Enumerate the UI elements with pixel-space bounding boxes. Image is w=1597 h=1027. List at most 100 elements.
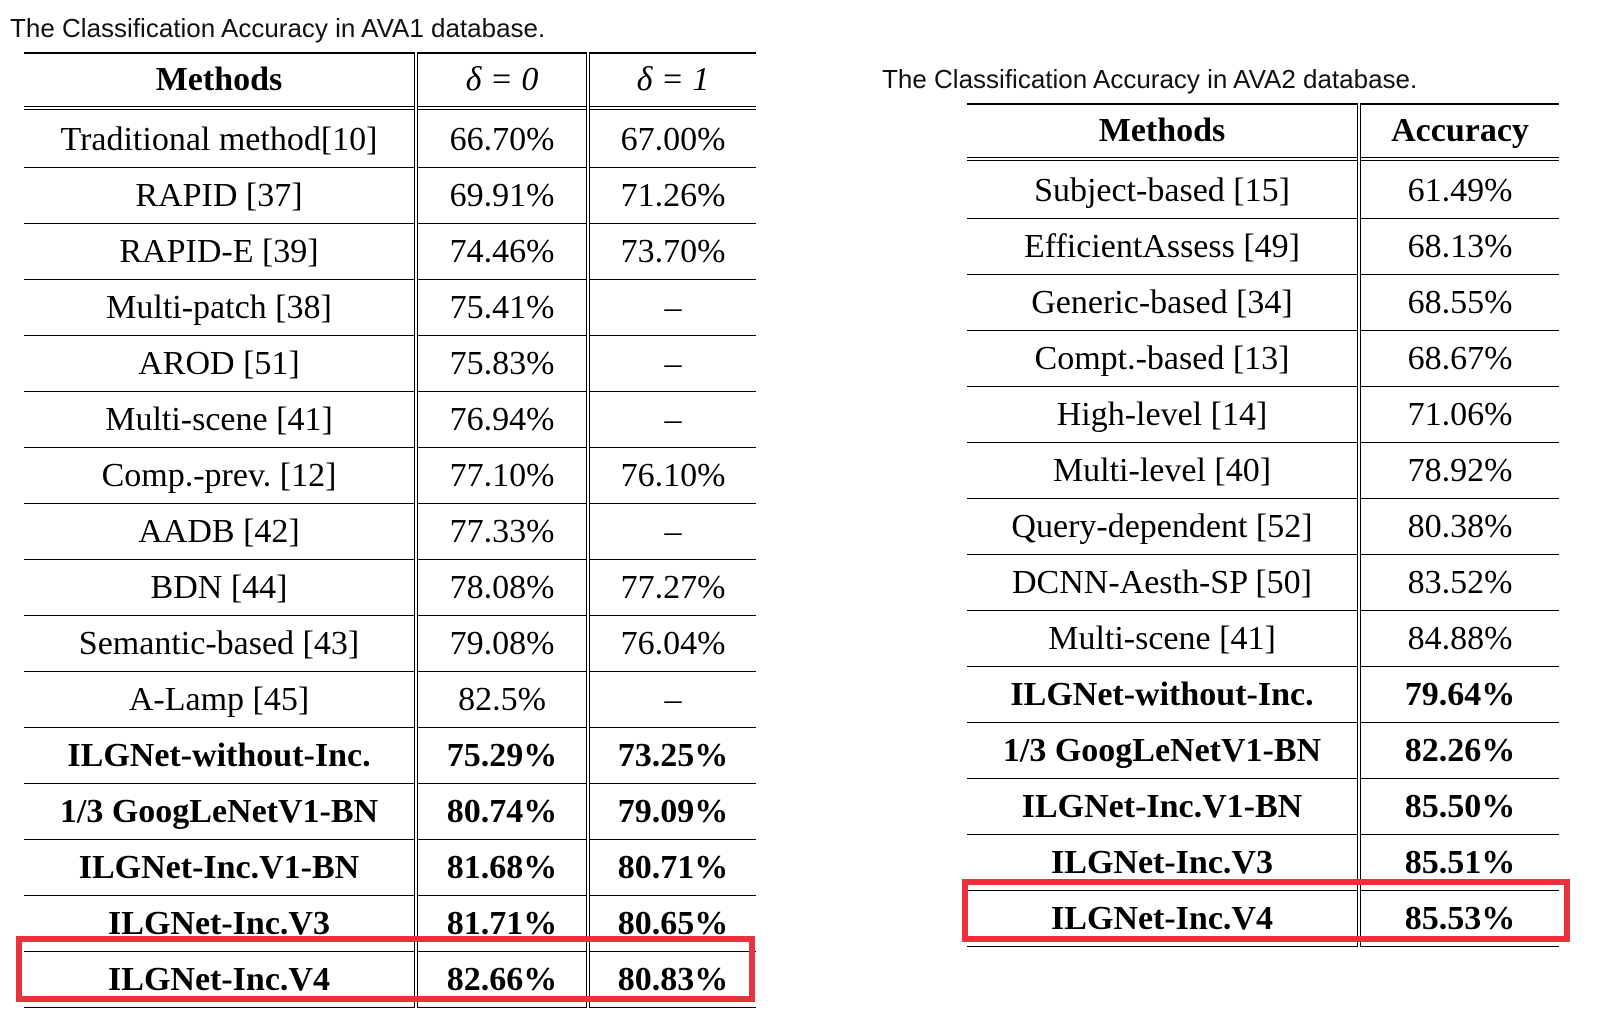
delta0-cell: 75.83% bbox=[416, 335, 590, 392]
table-row: AROD [51] 75.83% – bbox=[24, 335, 756, 392]
delta0-cell: 80.74% bbox=[416, 783, 590, 840]
method-cell: DCNN-Aesth-SP [50] bbox=[967, 554, 1361, 611]
delta0-cell: 66.70% bbox=[416, 106, 590, 168]
method-cell: Compt.-based [13] bbox=[967, 330, 1361, 387]
method-cell: ILGNet-Inc.V3 bbox=[24, 895, 418, 952]
table2-header-row: Methods Accuracy bbox=[967, 103, 1559, 159]
header-delta-0: δ = 0 bbox=[416, 52, 590, 108]
table-row: ILGNet-Inc.V1-BN 85.50% bbox=[967, 778, 1559, 835]
table-row: Multi-scene [41] 84.88% bbox=[967, 610, 1559, 667]
delta0-cell: 81.71% bbox=[416, 895, 590, 952]
table-row: Multi-scene [41] 76.94% – bbox=[24, 391, 756, 448]
table-row: RAPID-E [39] 74.46% 73.70% bbox=[24, 223, 756, 280]
ava2-accuracy-table: Methods Accuracy Subject-based [15] 61.49… bbox=[967, 103, 1559, 947]
table-row: ILGNet-Inc.V1-BN 81.68% 80.71% bbox=[24, 839, 756, 896]
method-cell: Traditional method[10] bbox=[24, 106, 418, 168]
delta1-cell: 80.71% bbox=[588, 839, 756, 896]
delta1-cell: – bbox=[588, 391, 756, 448]
delta1-cell: 67.00% bbox=[588, 106, 756, 168]
accuracy-cell: 61.49% bbox=[1359, 157, 1559, 219]
delta0-cell: 79.08% bbox=[416, 615, 590, 672]
table-row: Compt.-based [13] 68.67% bbox=[967, 330, 1559, 387]
delta0-cell: 78.08% bbox=[416, 559, 590, 616]
header-methods: Methods bbox=[967, 103, 1361, 159]
method-cell: Subject-based [15] bbox=[967, 157, 1361, 219]
delta1-cell: 71.26% bbox=[588, 167, 756, 224]
table-row: Multi-patch [38] 75.41% – bbox=[24, 279, 756, 336]
delta1-cell: – bbox=[588, 335, 756, 392]
accuracy-cell: 83.52% bbox=[1359, 554, 1559, 611]
accuracy-cell: 68.13% bbox=[1359, 218, 1559, 275]
accuracy-cell: 68.55% bbox=[1359, 274, 1559, 331]
method-cell: A-Lamp [45] bbox=[24, 671, 418, 728]
delta0-cell: 74.46% bbox=[416, 223, 590, 280]
table-row: BDN [44] 78.08% 77.27% bbox=[24, 559, 756, 616]
method-cell: AROD [51] bbox=[24, 335, 418, 392]
method-cell: EfficientAssess [49] bbox=[967, 218, 1361, 275]
delta0-cell: 77.10% bbox=[416, 447, 590, 504]
accuracy-cell: 85.50% bbox=[1359, 778, 1559, 835]
method-cell: Multi-level [40] bbox=[967, 442, 1361, 499]
highlight-box-table2 bbox=[962, 879, 1570, 942]
delta1-cell: – bbox=[588, 503, 756, 560]
method-cell: AADB [42] bbox=[24, 503, 418, 560]
table-row: 1/3 GoogLeNetV1-BN 80.74% 79.09% bbox=[24, 783, 756, 840]
table-row: AADB [42] 77.33% – bbox=[24, 503, 756, 560]
accuracy-cell: 79.64% bbox=[1359, 666, 1559, 723]
accuracy-cell: 80.38% bbox=[1359, 498, 1559, 555]
method-cell: Comp.-prev. [12] bbox=[24, 447, 418, 504]
method-cell: High-level [14] bbox=[967, 386, 1361, 443]
delta0-cell: 77.33% bbox=[416, 503, 590, 560]
delta0-cell: 75.29% bbox=[416, 727, 590, 784]
table-row: RAPID [37] 69.91% 71.26% bbox=[24, 167, 756, 224]
header-accuracy: Accuracy bbox=[1359, 103, 1559, 159]
accuracy-cell: 78.92% bbox=[1359, 442, 1559, 499]
method-cell: 1/3 GoogLeNetV1-BN bbox=[967, 722, 1361, 779]
method-cell: Multi-scene [41] bbox=[24, 391, 418, 448]
table-row: Semantic-based [43] 79.08% 76.04% bbox=[24, 615, 756, 672]
ava1-accuracy-table: Methods δ = 0 δ = 1 Traditional method[1… bbox=[24, 52, 756, 1008]
delta1-cell: 76.04% bbox=[588, 615, 756, 672]
method-cell: 1/3 GoogLeNetV1-BN bbox=[24, 783, 418, 840]
delta1-cell: 80.65% bbox=[588, 895, 756, 952]
delta0-cell: 69.91% bbox=[416, 167, 590, 224]
delta0-cell: 76.94% bbox=[416, 391, 590, 448]
method-cell: RAPID-E [39] bbox=[24, 223, 418, 280]
method-cell: RAPID [37] bbox=[24, 167, 418, 224]
table-row: Subject-based [15] 61.49% bbox=[967, 157, 1559, 219]
method-cell: Multi-scene [41] bbox=[967, 610, 1361, 667]
accuracy-cell: 71.06% bbox=[1359, 386, 1559, 443]
table-row: EfficientAssess [49] 68.13% bbox=[967, 218, 1559, 275]
table-row: 1/3 GoogLeNetV1-BN 82.26% bbox=[967, 722, 1559, 779]
delta1-cell: – bbox=[588, 671, 756, 728]
table-row: ILGNet-without-Inc. 75.29% 73.25% bbox=[24, 727, 756, 784]
accuracy-cell: 84.88% bbox=[1359, 610, 1559, 667]
accuracy-cell: 68.67% bbox=[1359, 330, 1559, 387]
method-cell: Semantic-based [43] bbox=[24, 615, 418, 672]
method-cell: ILGNet-without-Inc. bbox=[967, 666, 1361, 723]
header-delta-1: δ = 1 bbox=[588, 52, 756, 108]
table1-header-row: Methods δ = 0 δ = 1 bbox=[24, 52, 756, 108]
delta1-cell: – bbox=[588, 279, 756, 336]
table-row: Multi-level [40] 78.92% bbox=[967, 442, 1559, 499]
highlight-box-table1 bbox=[16, 936, 755, 1002]
delta1-cell: 73.25% bbox=[588, 727, 756, 784]
method-cell: ILGNet-Inc.V1-BN bbox=[24, 839, 418, 896]
delta0-cell: 75.41% bbox=[416, 279, 590, 336]
accuracy-cell: 82.26% bbox=[1359, 722, 1559, 779]
table2-caption: The Classification Accuracy in AVA2 data… bbox=[882, 64, 1418, 94]
delta1-cell: 77.27% bbox=[588, 559, 756, 616]
table-row: DCNN-Aesth-SP [50] 83.52% bbox=[967, 554, 1559, 611]
method-cell: Multi-patch [38] bbox=[24, 279, 418, 336]
delta1-cell: 73.70% bbox=[588, 223, 756, 280]
delta0-cell: 82.5% bbox=[416, 671, 590, 728]
method-cell: Query-dependent [52] bbox=[967, 498, 1361, 555]
method-cell: ILGNet-without-Inc. bbox=[24, 727, 418, 784]
delta1-cell: 76.10% bbox=[588, 447, 756, 504]
table-row: ILGNet-Inc.V3 81.71% 80.65% bbox=[24, 895, 756, 952]
table-row: Traditional method[10] 66.70% 67.00% bbox=[24, 106, 756, 168]
method-cell: ILGNet-Inc.V1-BN bbox=[967, 778, 1361, 835]
table1-caption: The Classification Accuracy in AVA1 data… bbox=[10, 13, 546, 43]
table-row: ILGNet-without-Inc. 79.64% bbox=[967, 666, 1559, 723]
table-row: Comp.-prev. [12] 77.10% 76.10% bbox=[24, 447, 756, 504]
